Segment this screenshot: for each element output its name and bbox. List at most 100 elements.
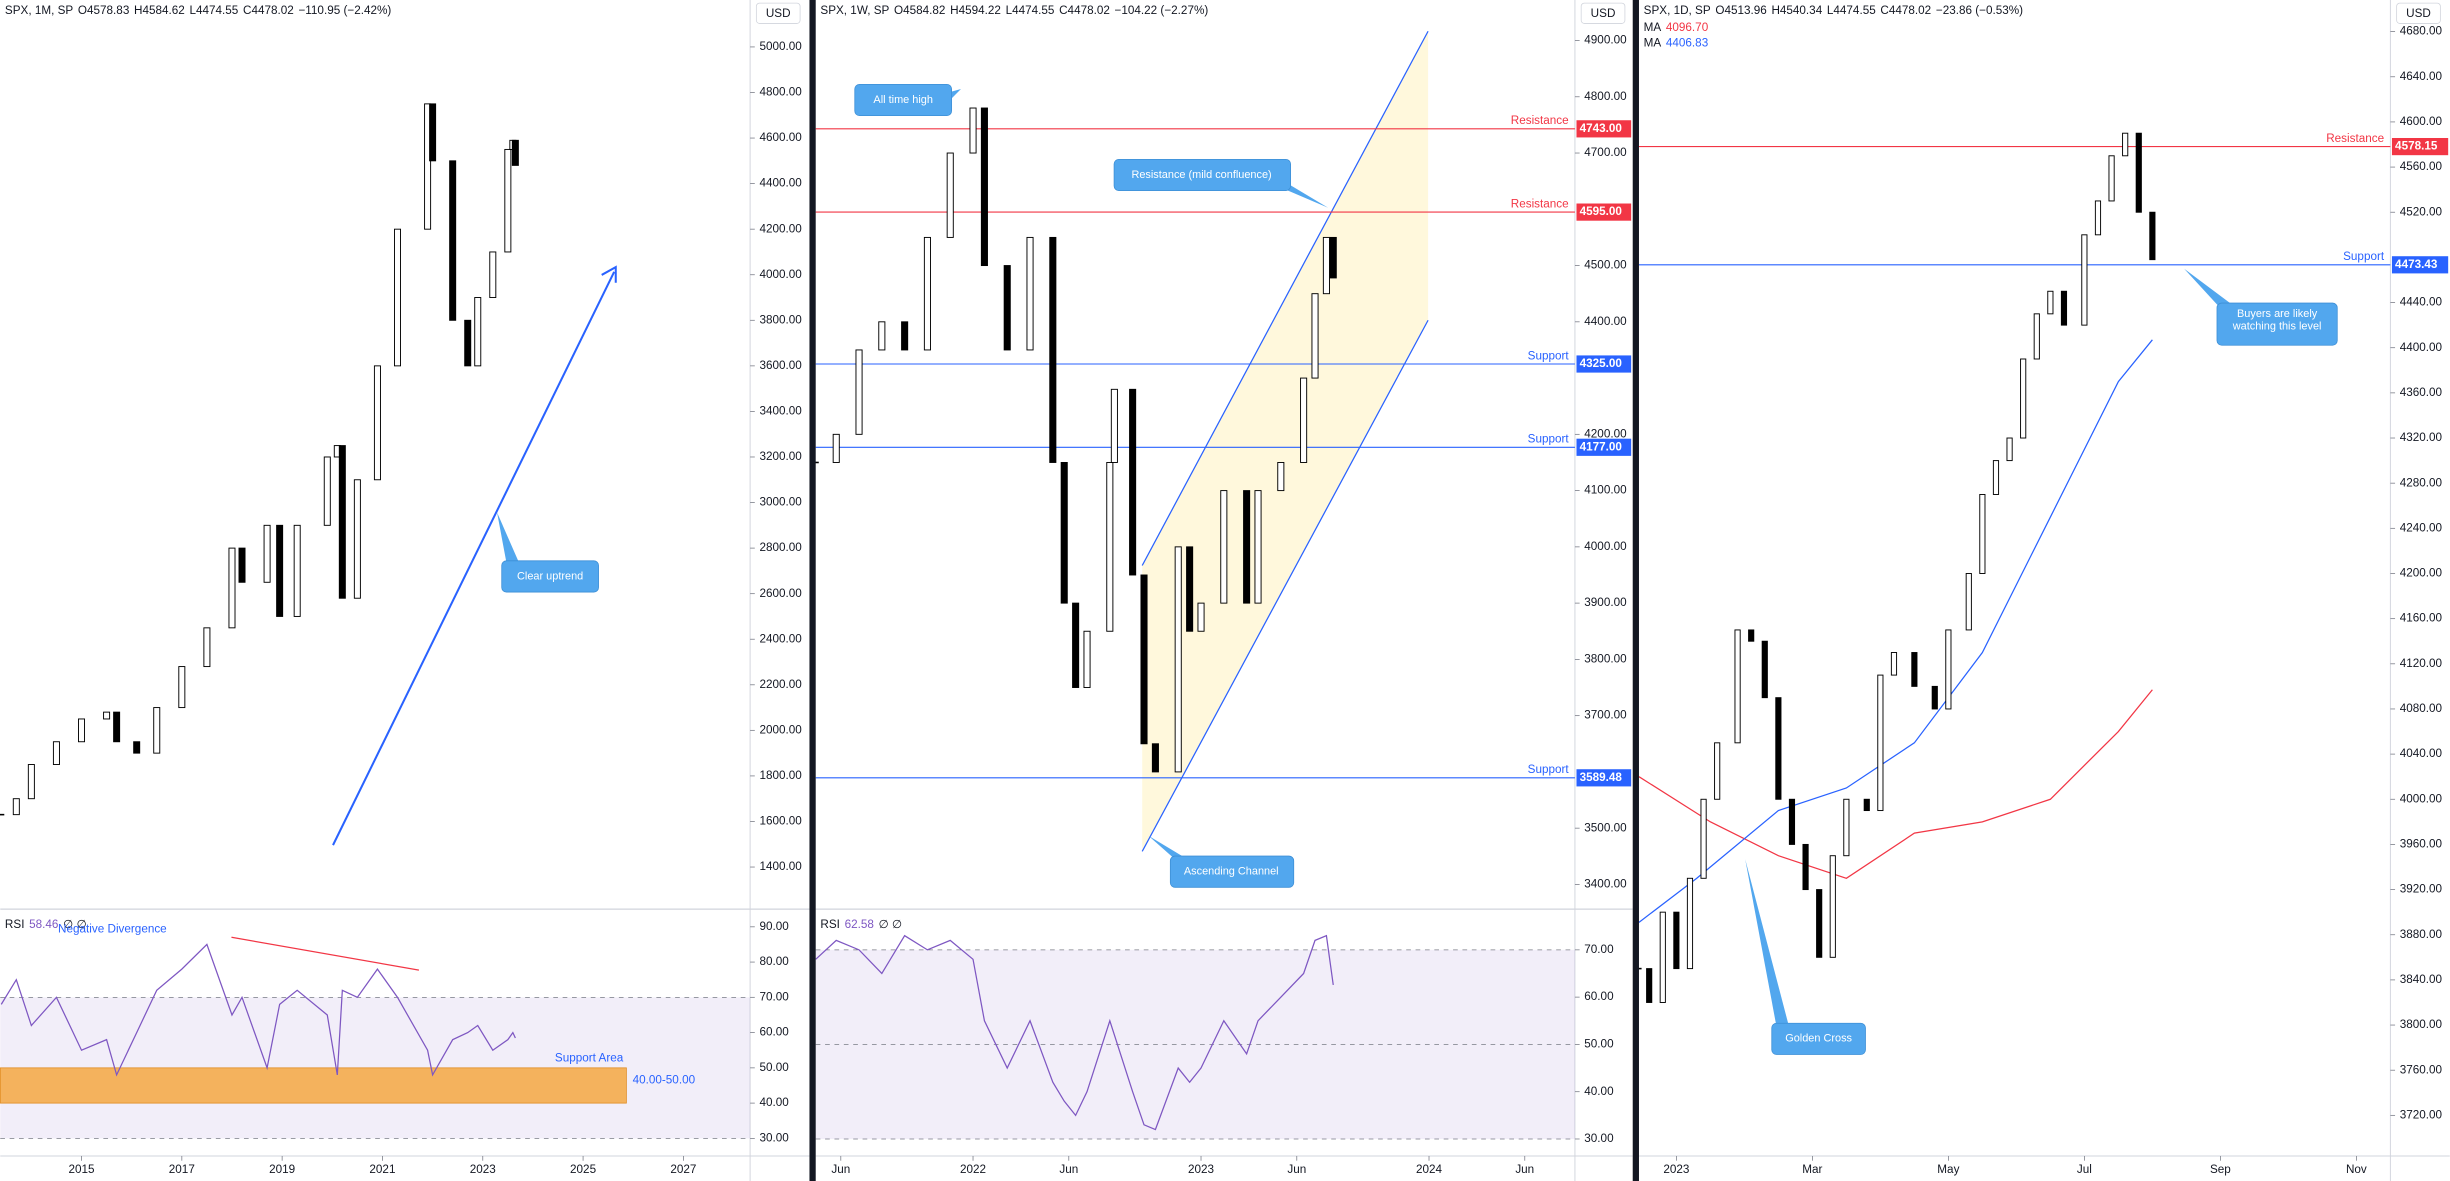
candle [1243,490,1251,604]
level-badge-label: 4595.00 [1580,205,1623,218]
y-tick-label: 4320.00 [2400,431,2443,444]
rsi-tick-label: 30.00 [759,1131,789,1144]
header-open: O4578.83 [78,4,129,17]
candle [113,711,121,743]
candle [2149,211,2156,261]
y-tick-label: 3920.00 [2400,883,2443,896]
callout-pointer [497,512,519,563]
rsi-tick-label: 60.00 [1584,990,1614,1003]
y-tick-label: 4000.00 [2400,792,2443,805]
y-tick-label: 4200.00 [759,222,802,235]
level-name: Support [2343,250,2385,263]
x-tick-label: Jun [831,1163,850,1176]
channel-fill [1142,31,1429,852]
callout: Buyers are likely watching this level [2184,268,2338,346]
candle [1129,388,1137,576]
y-tick-label: 3880.00 [2400,928,2443,941]
callout-pointer [1148,835,1188,860]
candle [1140,574,1148,745]
callout-text: Buyers are likely watching this level [2232,309,2322,333]
x-tick-label: 2022 [960,1163,986,1176]
candle [1060,461,1068,604]
y-tick-label: 4120.00 [2400,657,2443,670]
x-tick-label: 2025 [570,1163,597,1176]
candle [1072,602,1080,688]
candle [2094,200,2102,236]
y-tick-label: 2800.00 [759,541,802,554]
candle [2108,155,2115,202]
x-tick-label: May [1937,1163,1959,1176]
candle [424,103,432,230]
rsi-legend: RSI 62.58 ∅ ∅ [820,918,902,931]
candle [1186,546,1194,632]
y-tick-label: 3800.00 [759,313,802,326]
candle [1965,573,1972,631]
candle [133,741,141,754]
callout: Ascending Channel [1148,835,1295,888]
y-tick-label: 3840.00 [2400,973,2443,986]
y-tick-label: 1800.00 [759,769,802,782]
level-name: Support [1528,349,1570,362]
y-tick-label: 4360.00 [2400,386,2443,399]
currency-box [1580,2,1626,24]
ma-line [1638,689,2153,879]
channel-line [1141,30,1429,566]
x-tick-label: Jun [1515,1163,1534,1176]
callout: Clear uptrend [497,512,599,593]
candle [504,148,512,253]
candle [178,666,186,709]
candle [1174,546,1182,773]
rsi-tick-label: 70.00 [1584,943,1614,956]
y-tick-label: 1400.00 [759,860,802,873]
callout-text: Golden Cross [1785,1033,1852,1045]
callout-box [1771,1022,1866,1055]
x-tick-label: 2023 [470,1163,496,1176]
y-tick-label: 4520.00 [2400,205,2443,218]
level-badge-label: 4743.00 [1580,122,1623,135]
rsi-line [0,943,516,1077]
y-tick-label: 3900.00 [1584,596,1627,609]
x-tick-label: Jun [1287,1163,1306,1176]
candle [1775,697,1782,800]
zone-name: Support Area [555,1052,624,1065]
candle [1197,602,1205,632]
candle [946,152,954,238]
candle [1300,377,1308,463]
y-tick-label: 2000.00 [759,723,802,736]
candle [980,107,988,267]
candle [1110,388,1118,463]
y-tick-label: 4240.00 [2400,521,2443,534]
header-high: H4594.22 [950,4,1001,17]
candle [1220,490,1228,604]
candle [1311,293,1319,379]
candle [2081,234,2088,326]
currency-box [755,2,801,24]
candle [52,741,60,765]
y-tick-label: 4680.00 [2400,25,2443,38]
level-badge-label: 4578.15 [2395,140,2438,153]
candle [338,445,346,599]
candle [1026,236,1034,351]
level-badge-label: 3589.48 [1580,771,1623,784]
support-zone [0,1067,627,1104]
candle [1829,855,1836,958]
x-tick-label: 2019 [269,1163,295,1176]
callout-box [501,560,599,593]
candle [1931,685,1938,710]
candle [1979,493,1986,574]
level-name: Resistance [2326,132,2384,145]
y-tick-label: 4200.00 [2400,567,2443,580]
candle [1673,911,1680,970]
y-tick-label: 3400.00 [759,405,802,418]
y-tick-label: 1600.00 [759,815,802,828]
candle [2060,290,2068,326]
currency: USD [2406,7,2431,20]
callout-box [854,83,953,116]
candle [1863,798,1870,812]
y-tick-label: 4440.00 [2400,296,2443,309]
candle [1049,236,1057,463]
currency: USD [766,7,791,20]
